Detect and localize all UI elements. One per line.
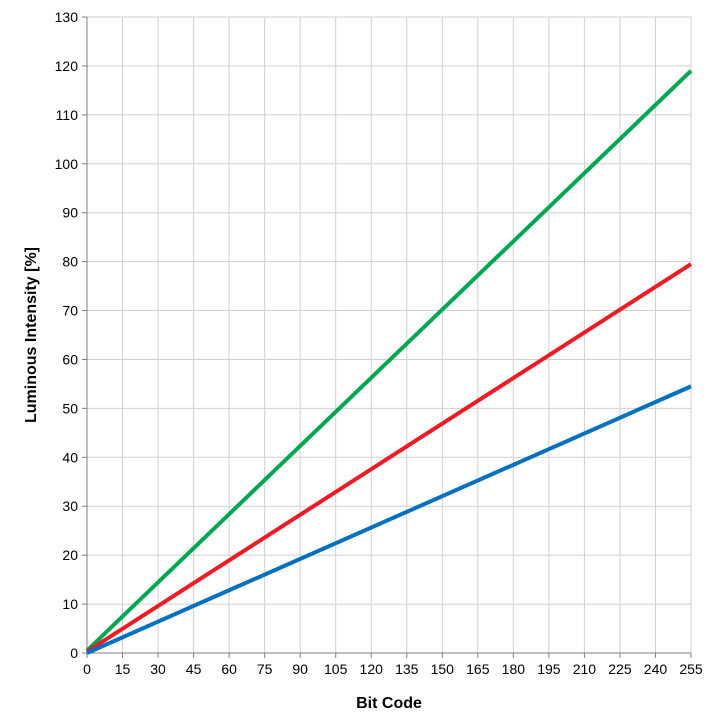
- series-line-3: [86, 384, 692, 655]
- x-tick-label: 225: [608, 661, 632, 677]
- y-tick-label: 120: [55, 58, 79, 74]
- y-tick-label: 50: [62, 400, 78, 416]
- x-tick-label: 240: [644, 661, 668, 677]
- grid: [87, 16, 692, 653]
- y-tick-label: 110: [56, 107, 79, 123]
- y-tick-label: 0: [70, 645, 78, 661]
- y-tick-label: 90: [62, 205, 78, 221]
- axes: [82, 16, 692, 658]
- x-tick-label: 210: [573, 661, 597, 677]
- x-tick-label: 75: [257, 661, 273, 677]
- y-tick-label: 40: [62, 449, 78, 465]
- x-tick-label: 255: [679, 661, 703, 677]
- x-tick-label: 30: [150, 661, 166, 677]
- x-tick-label: 195: [537, 661, 561, 677]
- series-line-2: [85, 262, 693, 654]
- x-tick-label: 150: [431, 661, 455, 677]
- y-tick-label: 20: [62, 547, 78, 563]
- y-tick-label: 80: [62, 254, 78, 270]
- y-tick-label: 30: [62, 498, 78, 514]
- x-axis-title: Bit Code: [356, 695, 422, 712]
- x-tick-label: 180: [502, 661, 526, 677]
- x-tick-label: 135: [395, 661, 419, 677]
- y-tick-label: 70: [62, 303, 78, 319]
- series-lines: [85, 69, 693, 655]
- y-tick-label: 130: [55, 9, 79, 25]
- y-tick-label: 100: [55, 156, 79, 172]
- y-axis-title: Luminous Intensity [%]: [23, 247, 40, 423]
- y-tick-label: 60: [62, 351, 78, 367]
- tick-labels: 0 15 30 45 60 75 90 105 120 135 150 165 180 195 210 225…: [55, 9, 703, 677]
- y-tick-label: 10: [62, 596, 78, 612]
- x-tick-label: 105: [324, 661, 348, 677]
- x-tick-label: 45: [186, 661, 202, 677]
- x-tick-label: 165: [466, 661, 490, 677]
- x-tick-label: 120: [360, 661, 384, 677]
- x-tick-label: 60: [221, 661, 237, 677]
- series-line-1: [85, 69, 693, 652]
- x-tick-label: 15: [115, 661, 131, 677]
- x-tick-label: 90: [292, 661, 308, 677]
- x-tick-label: 0: [83, 661, 91, 677]
